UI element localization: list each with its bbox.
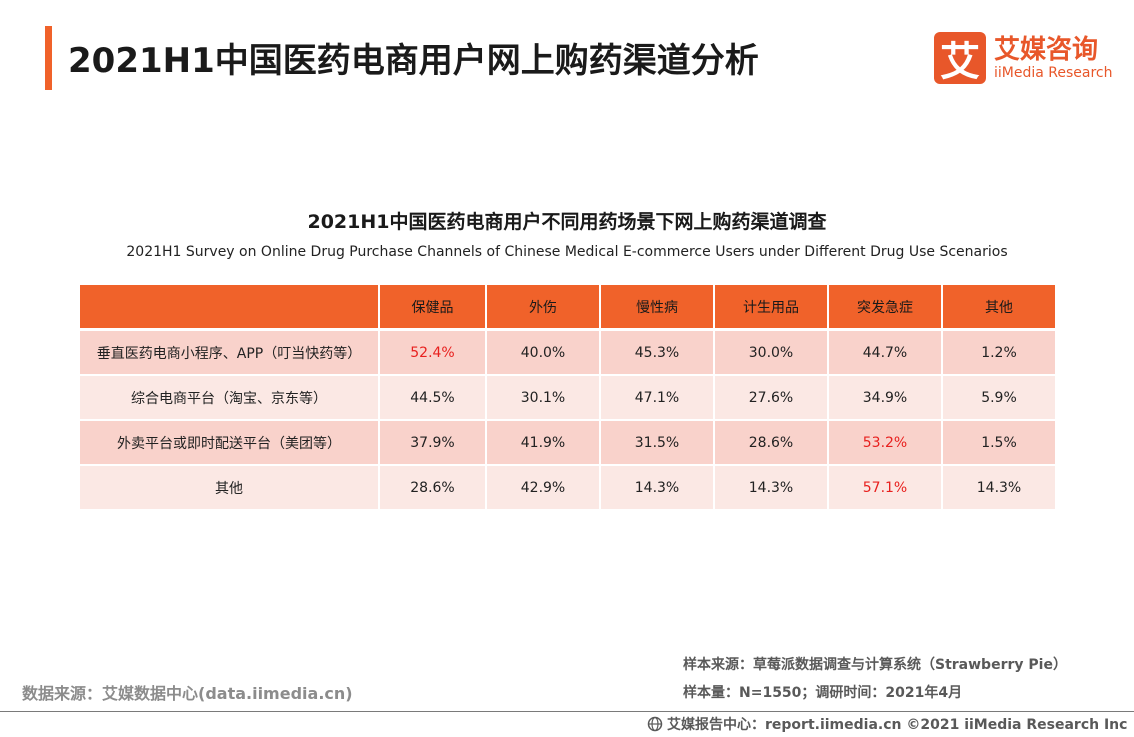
chart-title: 2021H1中国医药电商用户不同用药场景下网上购药渠道调查 <box>307 211 827 233</box>
table-cell: 41.9% <box>486 420 601 466</box>
row-label: 其他 <box>80 465 380 511</box>
data-source: 数据来源：艾媒数据中心(data.iimedia.cn) <box>22 684 353 703</box>
logo-mark: 艾 <box>934 32 986 85</box>
sample-size: 样本量：N=1550；调研时间：2021年4月 <box>683 685 963 701</box>
column-header: 计生用品 <box>714 285 829 331</box>
table-cell: 1.5% <box>942 420 1057 466</box>
table-cell: 30.1% <box>486 375 601 421</box>
table-cell: 57.1% <box>828 465 943 511</box>
table-row: 综合电商平台（淘宝、京东等） 44.5% 30.1% 47.1% 27.6% 34.9% 5… <box>80 375 1057 421</box>
survey-table: 保健品 外伤 慢性病 计生用品 突发急症 其他 垂直医药电商小程序、APP（叮当… <box>80 285 1057 511</box>
page-title: 2021H1中国医药电商用户网上购药渠道分析 <box>68 41 759 81</box>
row-label: 垂直医药电商小程序、APP（叮当快药等） <box>80 329 380 376</box>
table-cell: 45.3% <box>600 329 715 376</box>
table-cell: 28.6% <box>379 465 487 511</box>
table-cell: 53.2% <box>828 420 943 466</box>
table-cell: 28.6% <box>714 420 829 466</box>
table-row: 外卖平台或即时配送平台（美团等） 37.9% 41.9% 31.5% 28.6% 53.2… <box>80 420 1057 466</box>
table-cell: 14.3% <box>942 465 1057 511</box>
column-header: 外伤 <box>486 285 601 331</box>
table-cell: 37.9% <box>379 420 487 466</box>
row-label: 外卖平台或即时配送平台（美团等） <box>80 420 380 466</box>
table-cell: 42.9% <box>486 465 601 511</box>
column-header-channel <box>80 285 380 331</box>
logo-name-en: iiMedia Research <box>994 65 1113 81</box>
copyright-text: 艾媒报告中心：report.iimedia.cn ©2021 iiMedia R… <box>667 717 1128 733</box>
table-cell: 14.3% <box>600 465 715 511</box>
table-cell: 44.5% <box>379 375 487 421</box>
table-cell: 14.3% <box>714 465 829 511</box>
column-header: 突发急症 <box>828 285 943 331</box>
table-cell: 27.6% <box>714 375 829 421</box>
table-cell: 1.2% <box>942 329 1057 376</box>
table-row: 其他 28.6% 42.9% 14.3% 14.3% 57.1% 14.3% <box>80 465 1057 511</box>
logo-name-cn: 艾媒咨询 <box>994 35 1099 65</box>
footer-divider <box>0 711 1134 712</box>
column-header: 其他 <box>942 285 1057 331</box>
title-accent-bar <box>45 26 52 90</box>
column-header: 保健品 <box>379 285 487 331</box>
column-header: 慢性病 <box>600 285 715 331</box>
table-cell: 34.9% <box>828 375 943 421</box>
globe-icon <box>647 716 663 732</box>
chart-subtitle: 2021H1 Survey on Online Drug Purchase Ch… <box>126 244 1008 260</box>
table-row: 垂直医药电商小程序、APP（叮当快药等） 52.4% 40.0% 45.3% 30.0%… <box>80 329 1057 376</box>
sample-source: 样本来源：草莓派数据调查与计算系统（Strawberry Pie） <box>683 657 1067 673</box>
table-cell: 47.1% <box>600 375 715 421</box>
table-cell: 5.9% <box>942 375 1057 421</box>
footer-copyright: 艾媒报告中心：report.iimedia.cn ©2021 iiMedia R… <box>647 714 1127 734</box>
logo-text: 艾媒咨询 iiMedia Research <box>994 35 1113 81</box>
table-cell: 44.7% <box>828 329 943 376</box>
iimedia-logo: 艾 艾媒咨询 iiMedia Research <box>934 32 1113 85</box>
table-cell: 30.0% <box>714 329 829 376</box>
table-header-row: 保健品 外伤 慢性病 计生用品 突发急症 其他 <box>80 285 1057 331</box>
table-cell: 31.5% <box>600 420 715 466</box>
table-cell: 40.0% <box>486 329 601 376</box>
table-cell: 52.4% <box>379 329 487 376</box>
row-label: 综合电商平台（淘宝、京东等） <box>80 375 380 421</box>
